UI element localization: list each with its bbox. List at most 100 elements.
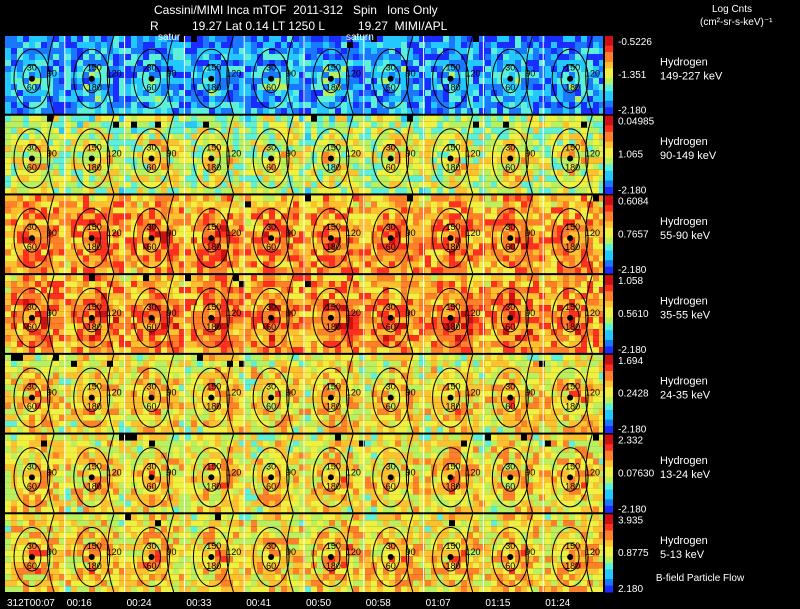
contour-line (192, 128, 230, 189)
contour-line (22, 542, 42, 572)
flow-center-marker (387, 474, 394, 481)
flow-center-marker (447, 474, 454, 481)
colorbar-max-label: 0.04985 (618, 117, 655, 128)
colorbar-segment (605, 65, 613, 69)
contour-line (491, 208, 529, 269)
contour-label: 180 (87, 162, 102, 172)
contour-label: 120 (107, 547, 122, 557)
contour-line (525, 354, 533, 433)
contour-line (465, 354, 474, 433)
contour-label: 120 (107, 467, 122, 477)
contour-line (13, 287, 51, 348)
contour-label: 90 (47, 547, 57, 557)
contour-label: 150 (446, 142, 461, 152)
contour-label: 60 (27, 242, 37, 252)
contour-label: 90 (286, 228, 296, 238)
colorbar-segment (605, 517, 613, 522)
contour-label: 120 (346, 388, 361, 398)
contour-label: 150 (446, 302, 461, 312)
flow-center-marker (327, 394, 334, 401)
contour-label: 180 (87, 402, 102, 412)
contour-label: 30 (147, 222, 157, 232)
contour-label: 60 (505, 402, 515, 412)
contour-line (585, 274, 593, 354)
contour-line (133, 447, 170, 508)
contour-label: 150 (446, 461, 461, 471)
contour-line (22, 383, 42, 413)
colorbar-segment (605, 237, 613, 242)
contour-line (226, 514, 234, 593)
panel-species-label: Hydrogen (660, 296, 708, 308)
contour-line (226, 434, 234, 513)
x-tick-label: 00:16 (67, 598, 92, 609)
contour-label: 90 (286, 388, 296, 398)
contour-label: 30 (505, 302, 515, 312)
contour-line (432, 526, 469, 588)
contour-line (381, 542, 401, 572)
contour-line (106, 195, 115, 274)
contour-line (261, 542, 281, 572)
colorbar-segment (605, 148, 613, 152)
flow-center-marker (28, 75, 35, 82)
contour-label: 120 (107, 388, 122, 398)
contour-label: 120 (585, 148, 600, 158)
colorbar-segment (605, 128, 613, 133)
contour-line (491, 287, 529, 348)
colorbar-mid-label: 0.5610 (618, 309, 649, 320)
contour-label: 30 (386, 63, 396, 73)
colorbar-segment (605, 579, 613, 583)
contour-line (192, 208, 230, 269)
contour-label: 30 (505, 461, 515, 471)
colorbar-segment (605, 131, 613, 136)
contour-label: 90 (166, 467, 176, 477)
flow-center-marker (447, 554, 454, 561)
colorbar-segment (605, 314, 613, 318)
colorbar-segment (605, 161, 613, 165)
contour-label: 150 (565, 222, 580, 232)
contour-line (441, 462, 460, 492)
contour-line (321, 223, 341, 253)
contour-label: 60 (505, 162, 515, 172)
contour-label: 180 (446, 402, 461, 412)
contour-label: 90 (286, 308, 296, 318)
contour-label: 120 (585, 228, 600, 238)
contour-line (381, 462, 401, 492)
colorbar-segment (605, 205, 613, 209)
contour-label: 180 (87, 322, 102, 332)
contour-line (551, 208, 589, 269)
contour-label: 180 (206, 322, 221, 332)
contour-label: 150 (565, 541, 580, 551)
flow-center-marker (387, 554, 394, 561)
contour-line (441, 383, 460, 413)
contour-line (201, 383, 221, 413)
colorbar-segment (605, 524, 613, 528)
colorbar-segment (605, 426, 613, 430)
contour-label: 60 (147, 561, 157, 571)
contour-label: 150 (565, 382, 580, 392)
contour-line (525, 35, 533, 114)
colorbar-segment (605, 454, 613, 458)
contour-label: 30 (27, 142, 37, 152)
contour-label: 90 (47, 69, 57, 79)
contour-line (491, 526, 529, 588)
contour-label: 90 (166, 388, 176, 398)
colorbar-segment (605, 208, 613, 213)
contour-line (133, 128, 170, 189)
colorbar-segment (605, 556, 613, 561)
contour-line (192, 48, 230, 109)
contour-label: 180 (565, 402, 580, 412)
flow-center-marker (387, 235, 394, 242)
contour-line (560, 223, 580, 253)
colorbar-segment (605, 211, 613, 216)
colorbar-segment (605, 422, 613, 427)
colorbar-segment (605, 536, 613, 541)
contour-label: 90 (525, 148, 535, 158)
contour-label: 60 (266, 162, 276, 172)
contour-label: 90 (166, 69, 176, 79)
flow-center-marker (208, 474, 215, 481)
colorbar-segment (605, 240, 613, 245)
colorbar-segment (605, 553, 613, 557)
contour-label: 120 (585, 467, 600, 477)
colorbar-segment (605, 339, 613, 344)
contour-label: 120 (465, 69, 480, 79)
